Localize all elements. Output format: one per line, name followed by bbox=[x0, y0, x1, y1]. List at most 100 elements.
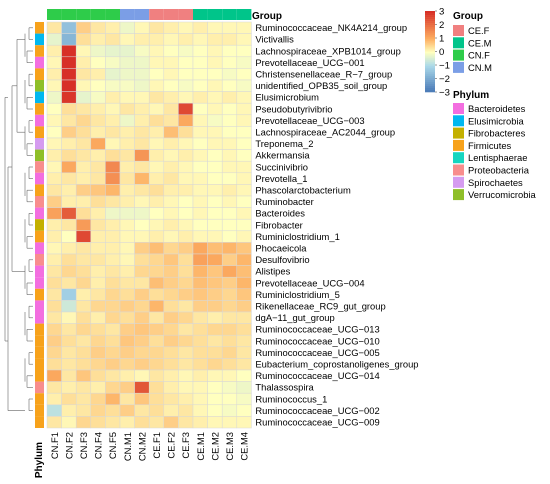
heatmap-cell bbox=[236, 404, 252, 417]
colorbar-segment bbox=[425, 87, 435, 91]
heatmap-cell bbox=[134, 265, 150, 278]
heatmap-cell bbox=[134, 218, 150, 232]
heatmap-cell bbox=[134, 102, 150, 116]
heatmap-cell bbox=[192, 381, 208, 394]
phylum-annotation-cell bbox=[35, 416, 44, 428]
heatmap-cell bbox=[192, 265, 208, 278]
heatmap-cell bbox=[105, 91, 121, 104]
heatmap-cell bbox=[178, 184, 194, 197]
heatmap-cell bbox=[207, 230, 223, 243]
phylum-legend-swatch bbox=[453, 152, 464, 164]
heatmap-cell bbox=[192, 218, 208, 232]
heatmap-cell bbox=[207, 358, 223, 371]
colorbar-tick-label: −1 bbox=[439, 60, 450, 71]
heatmap-cell bbox=[163, 276, 179, 290]
heatmap-cell bbox=[75, 68, 92, 81]
heatmap-cell bbox=[221, 242, 238, 255]
phylum-annotation-cell bbox=[35, 207, 44, 220]
heatmap-cell bbox=[178, 288, 194, 301]
column-label: CN.F1 bbox=[49, 432, 60, 459]
heatmap-cell bbox=[192, 230, 208, 243]
heatmap-cell bbox=[75, 149, 92, 162]
heatmap-cell bbox=[236, 195, 252, 208]
heatmap-cell bbox=[207, 311, 223, 324]
heatmap-cell bbox=[236, 288, 252, 301]
heatmap-cell bbox=[105, 323, 121, 336]
heatmap-cell bbox=[236, 149, 252, 162]
row-label: unidentified_OPB35_soil_group bbox=[255, 80, 387, 91]
colorbar-segment bbox=[425, 65, 435, 68]
heatmap-cell bbox=[148, 288, 165, 301]
heatmap-cell bbox=[207, 323, 223, 336]
heatmap-cell bbox=[236, 126, 252, 139]
heatmap-cell bbox=[134, 149, 150, 162]
heatmap-cell bbox=[192, 56, 208, 69]
colorbar-segment bbox=[425, 49, 435, 52]
heatmap-cell bbox=[221, 56, 238, 69]
heatmap-cell bbox=[46, 91, 62, 104]
heatmap-cell bbox=[46, 276, 62, 290]
heatmap-cell bbox=[163, 230, 179, 243]
heatmap-cell bbox=[163, 207, 179, 220]
heatmap-cell bbox=[46, 323, 62, 336]
row-label: Alistipes bbox=[255, 266, 290, 277]
phylum-annotation-cell bbox=[35, 114, 44, 127]
heatmap-cell bbox=[75, 126, 92, 139]
heatmap-cell bbox=[163, 253, 179, 266]
heatmap-cell bbox=[192, 323, 208, 336]
heatmap-cell bbox=[192, 68, 208, 81]
heatmap-cell bbox=[236, 172, 252, 185]
heatmap-cell bbox=[61, 79, 77, 92]
heatmap-cell bbox=[236, 207, 252, 220]
row-label: Ruminiclostridium_5 bbox=[255, 289, 339, 300]
heatmap-cell bbox=[61, 56, 77, 69]
phylum-annotation-cell bbox=[35, 265, 44, 278]
column-label: CE.M3 bbox=[224, 432, 235, 461]
heatmap-cell bbox=[221, 91, 238, 104]
heatmap-cell bbox=[192, 114, 208, 127]
heatmap-cell bbox=[90, 311, 106, 324]
heatmap-cell bbox=[163, 44, 179, 58]
heatmap-cell bbox=[134, 33, 150, 46]
heatmap-cell bbox=[90, 33, 106, 46]
heatmap-cell bbox=[119, 68, 135, 81]
row-label: Ruminococcaceae_UCG−005 bbox=[255, 347, 379, 358]
heatmap-cell bbox=[221, 276, 238, 290]
heatmap-cell bbox=[90, 218, 106, 232]
heatmap-cell bbox=[192, 276, 208, 290]
heatmap-cell bbox=[90, 288, 106, 301]
heatmap-cell bbox=[75, 381, 92, 394]
colorbar-segment bbox=[425, 35, 435, 38]
heatmap-cell bbox=[61, 404, 77, 417]
heatmap-cell bbox=[163, 79, 179, 92]
colorbar-segment bbox=[425, 69, 435, 73]
heatmap-cell bbox=[119, 311, 135, 324]
phylum-legend-swatch bbox=[453, 189, 464, 201]
colorbar-segment bbox=[425, 77, 435, 81]
column-label: CN.F4 bbox=[93, 432, 104, 459]
phylum-annotation-cell bbox=[35, 393, 44, 405]
heatmap-cell bbox=[119, 195, 135, 208]
heatmap-cell bbox=[148, 149, 165, 162]
phylum-annotation-cell bbox=[35, 45, 44, 57]
phylum-legend-swatch bbox=[453, 176, 464, 188]
group-annotation-cell bbox=[90, 9, 106, 20]
row-label: Pseudobutyrivibrio bbox=[255, 103, 332, 114]
heatmap-cell bbox=[178, 126, 194, 139]
colorbar-segment bbox=[425, 89, 435, 93]
heatmap-cell bbox=[90, 68, 106, 81]
heatmap-cell bbox=[134, 195, 150, 208]
heatmap-cell bbox=[75, 44, 92, 58]
heatmap-cell bbox=[61, 137, 77, 150]
phylum-legend-swatch bbox=[453, 127, 464, 139]
heatmap-cell bbox=[178, 323, 194, 336]
heatmap-cell bbox=[90, 416, 106, 429]
column-label: CE.M1 bbox=[195, 432, 206, 461]
heatmap-cell bbox=[221, 137, 238, 150]
heatmap-cell bbox=[163, 265, 179, 278]
heatmap-cell bbox=[163, 56, 179, 69]
heatmap-cell bbox=[46, 56, 62, 69]
heatmap-cell bbox=[192, 253, 208, 266]
heatmap-cell bbox=[178, 114, 194, 127]
